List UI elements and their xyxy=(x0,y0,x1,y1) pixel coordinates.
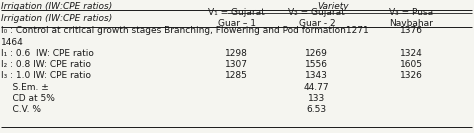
Text: 1556: 1556 xyxy=(305,60,328,69)
Text: 6.53: 6.53 xyxy=(307,105,327,114)
Text: 1343: 1343 xyxy=(305,71,328,80)
Text: 1326: 1326 xyxy=(400,71,422,80)
Text: 1324: 1324 xyxy=(400,49,422,58)
Text: 1285: 1285 xyxy=(225,71,248,80)
Text: I₀ : Control at critical growth stages Branching, Flowering and Pod formation127: I₀ : Control at critical growth stages B… xyxy=(1,26,369,36)
Text: 1464: 1464 xyxy=(1,38,24,47)
Text: 44.77: 44.77 xyxy=(304,83,329,92)
Text: Variety: Variety xyxy=(318,2,349,11)
Text: V₁ = Gujarat
Guar – 1: V₁ = Gujarat Guar – 1 xyxy=(209,8,265,28)
Text: 1298: 1298 xyxy=(225,49,248,58)
Text: Irrigation (IW:CPE ratios): Irrigation (IW:CPE ratios) xyxy=(1,2,113,11)
Text: S.Em. ±: S.Em. ± xyxy=(1,83,49,92)
Text: 1307: 1307 xyxy=(225,60,248,69)
Text: 1376: 1376 xyxy=(400,26,422,36)
Text: I₂ : 0.8 IW: CPE ratio: I₂ : 0.8 IW: CPE ratio xyxy=(1,60,91,69)
Text: 133: 133 xyxy=(308,94,326,103)
Text: V₃ = Pusa
Navbahar: V₃ = Pusa Navbahar xyxy=(389,8,433,28)
Text: V₂ = Gujarat
Guar - 2: V₂ = Gujarat Guar - 2 xyxy=(289,8,345,28)
Text: C.V. %: C.V. % xyxy=(1,105,41,114)
Text: I₃ : 1.0 IW: CPE ratio: I₃ : 1.0 IW: CPE ratio xyxy=(1,71,91,80)
Text: Irrigation (IW:CPE ratios): Irrigation (IW:CPE ratios) xyxy=(1,14,113,23)
Text: I₁ : 0.6  IW: CPE ratio: I₁ : 0.6 IW: CPE ratio xyxy=(1,49,94,58)
Text: 1605: 1605 xyxy=(400,60,422,69)
Text: 1269: 1269 xyxy=(305,49,328,58)
Text: CD at 5%: CD at 5% xyxy=(1,94,55,103)
